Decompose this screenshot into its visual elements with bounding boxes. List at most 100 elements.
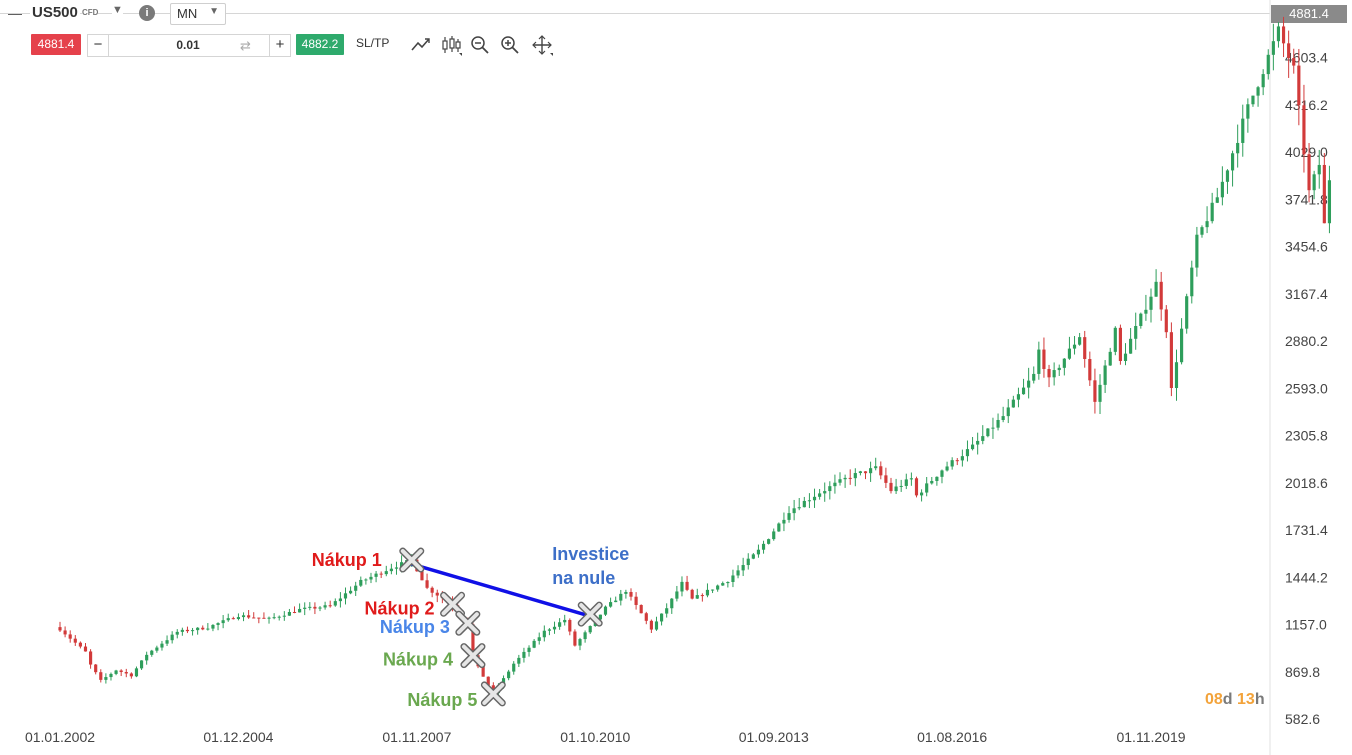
candle-body: [914, 478, 919, 496]
candle-body: [272, 617, 276, 619]
timeframe-select[interactable]: MN ▼: [170, 3, 226, 25]
candle-body: [1042, 349, 1046, 370]
candle-body: [1088, 358, 1092, 381]
candle-body: [298, 608, 302, 613]
info-icon[interactable]: i: [139, 5, 155, 21]
candle-body: [925, 483, 929, 493]
candle-body: [828, 486, 832, 492]
symbol-dropdown-icon[interactable]: ▼: [112, 4, 123, 16]
candle-body: [277, 616, 281, 618]
symbol-name[interactable]: US500: [30, 4, 80, 21]
swap-icon[interactable]: ⇄: [240, 38, 251, 53]
candle-body: [710, 589, 715, 591]
candle-body: [1098, 384, 1102, 402]
candle-body: [532, 640, 536, 648]
candle-body: [104, 677, 108, 680]
candle-body: [792, 508, 796, 514]
candle-body: [675, 591, 679, 599]
candle-body: [139, 660, 144, 669]
marker-x-fill-icon: [441, 593, 464, 616]
minimize-icon[interactable]: —: [8, 5, 22, 21]
candle-body: [950, 460, 954, 467]
candle-body: [609, 602, 613, 607]
line-chart-icon[interactable]: [410, 34, 432, 56]
sell-button[interactable]: 4881.4: [31, 34, 81, 55]
candle-body: [1230, 153, 1235, 171]
candle-body: [1154, 281, 1158, 297]
candle-body: [58, 627, 62, 631]
annotation-label: na nule: [552, 568, 615, 588]
y-tick-label: 1731.4: [1285, 522, 1328, 538]
y-tick-label: 4603.4: [1285, 50, 1328, 66]
candle-body: [119, 670, 123, 673]
annotation-label: Nákup 2: [365, 598, 435, 618]
candle-body: [262, 617, 266, 619]
marker-x-fill-icon: [579, 603, 602, 626]
candle-body: [180, 629, 184, 632]
candle-body: [1134, 325, 1138, 339]
x-tick-label: 01.10.2010: [560, 729, 630, 745]
crosshair-icon[interactable]: [531, 34, 553, 56]
annotation-label: Nákup 4: [383, 650, 453, 670]
marker-x-fill-icon: [461, 644, 484, 667]
candle-body: [507, 671, 511, 679]
buy-button[interactable]: 4882.2: [296, 34, 344, 55]
candle-body: [736, 570, 740, 576]
candle-body: [807, 500, 812, 502]
candle-body: [665, 608, 669, 614]
candle-body: [185, 629, 190, 632]
candle-body: [1108, 351, 1112, 366]
candle-body: [1144, 309, 1148, 314]
candle-body: [818, 493, 822, 497]
candle-body: [1149, 296, 1153, 310]
candle-body: [731, 575, 735, 583]
candle-body: [965, 449, 970, 457]
trend-line: [411, 562, 591, 618]
symbol-badge: CFD: [82, 8, 99, 17]
candle-body: [680, 581, 684, 592]
candle-body: [379, 573, 383, 575]
candle-body: [1200, 227, 1204, 235]
quantity-stepper[interactable]: − 0.01 ⇄ +: [87, 34, 291, 57]
candle-body: [313, 606, 317, 609]
candle-body: [603, 606, 608, 615]
candle-body: [236, 617, 241, 620]
candle-body: [547, 629, 552, 631]
candle-body: [1287, 43, 1291, 58]
candle-body: [909, 478, 913, 480]
candle-body: [1062, 358, 1066, 368]
candle-body: [94, 664, 98, 673]
zoom-in-icon[interactable]: [499, 34, 521, 56]
sltp-button[interactable]: SL/TP: [356, 36, 390, 50]
candle-body: [323, 605, 327, 608]
candles-icon[interactable]: [440, 34, 462, 56]
increase-button[interactable]: +: [269, 35, 290, 56]
candle-body: [578, 639, 582, 646]
candle-body: [960, 456, 964, 461]
candle-body: [1322, 164, 1326, 224]
candle-body: [629, 591, 633, 597]
candle-body: [384, 571, 388, 575]
candle-body: [884, 475, 888, 483]
quantity-value[interactable]: 0.01: [176, 38, 200, 52]
candle-body: [247, 615, 251, 618]
y-tick-label: 582.6: [1285, 711, 1320, 727]
candle-body: [364, 579, 368, 581]
candle-body: [1271, 41, 1275, 55]
candle-body: [787, 513, 791, 520]
candle-body: [690, 589, 694, 599]
candle-body: [150, 650, 154, 655]
decrease-button[interactable]: −: [88, 35, 109, 56]
candle-body: [1215, 197, 1219, 203]
candle-body: [772, 531, 776, 540]
candle-body: [976, 440, 980, 445]
candle-body: [777, 523, 781, 532]
zoom-out-icon[interactable]: [469, 34, 491, 56]
candle-body: [211, 624, 215, 629]
candle-body: [746, 558, 750, 566]
candle-body: [1052, 370, 1056, 378]
candle-body: [318, 607, 322, 609]
candle-body: [797, 507, 801, 509]
x-tick-label: 01.09.2013: [739, 729, 809, 745]
